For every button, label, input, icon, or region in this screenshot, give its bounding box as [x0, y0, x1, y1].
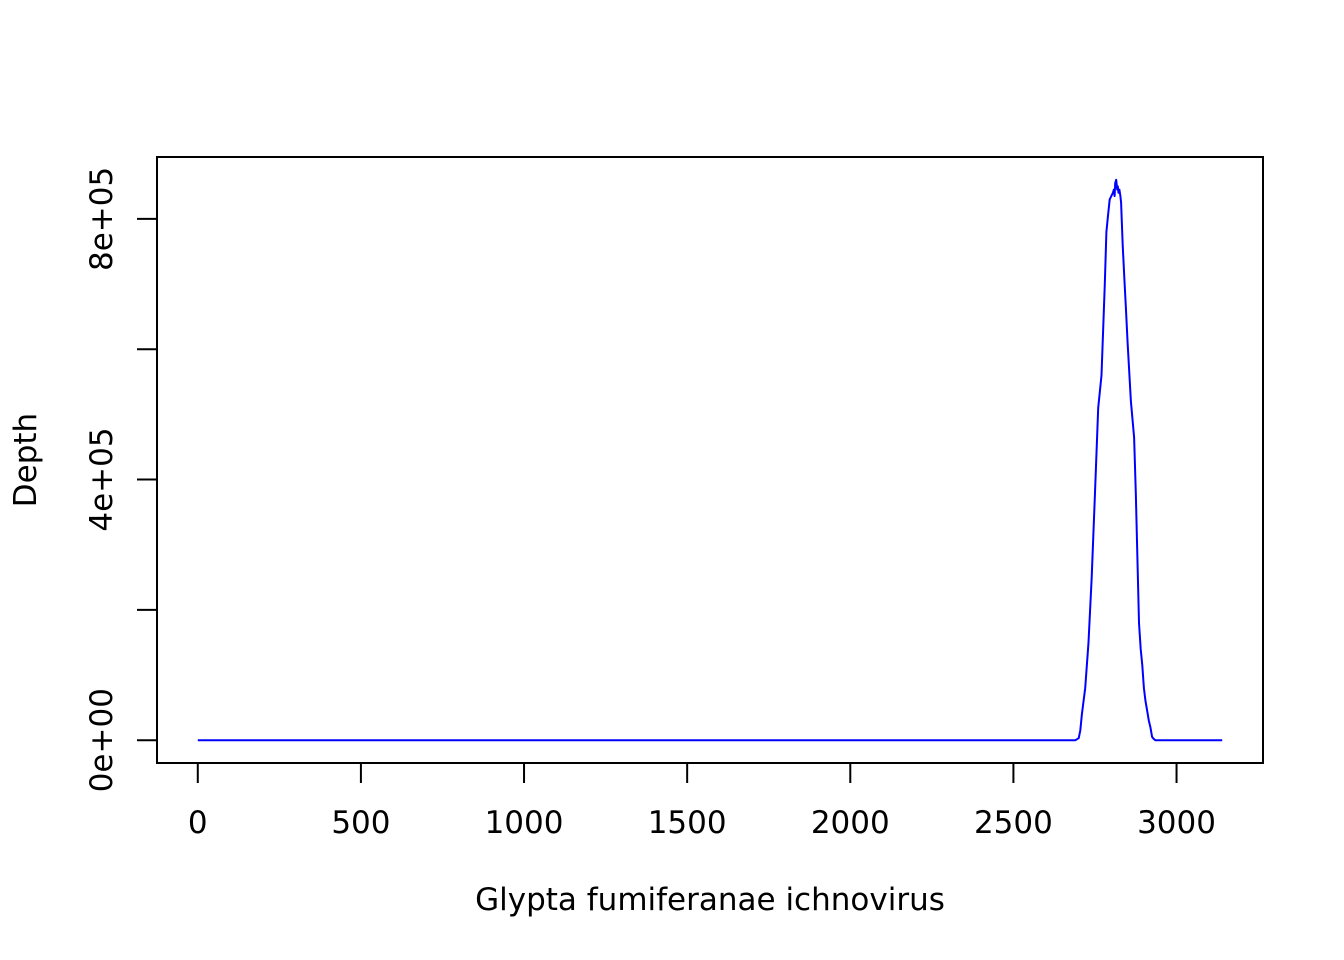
- y-axis-title: Depth: [8, 413, 44, 507]
- x-tick-label: 2000: [811, 805, 890, 841]
- series-layer: [197, 178, 1223, 742]
- x-tick-label: 1500: [648, 805, 727, 841]
- y-tick-label: 8e+05: [84, 167, 120, 271]
- x-tick-label: 0: [188, 805, 208, 841]
- depth-series-line: [197, 178, 1223, 742]
- y-axis: 0e+00 4e+05 8e+05: [84, 167, 158, 792]
- x-tick-label: 1000: [485, 805, 564, 841]
- x-tick-label: 2500: [974, 805, 1053, 841]
- y-tick-label: 0e+00: [84, 688, 120, 792]
- y-tick-label: 4e+05: [84, 427, 120, 531]
- x-tick-label: 500: [331, 805, 390, 841]
- x-axis: 0 500 1000 1500 2000 2500 3000: [188, 762, 1216, 841]
- x-axis-title: Glypta fumiferanae ichnovirus: [475, 882, 945, 918]
- x-tick-label: 3000: [1137, 805, 1216, 841]
